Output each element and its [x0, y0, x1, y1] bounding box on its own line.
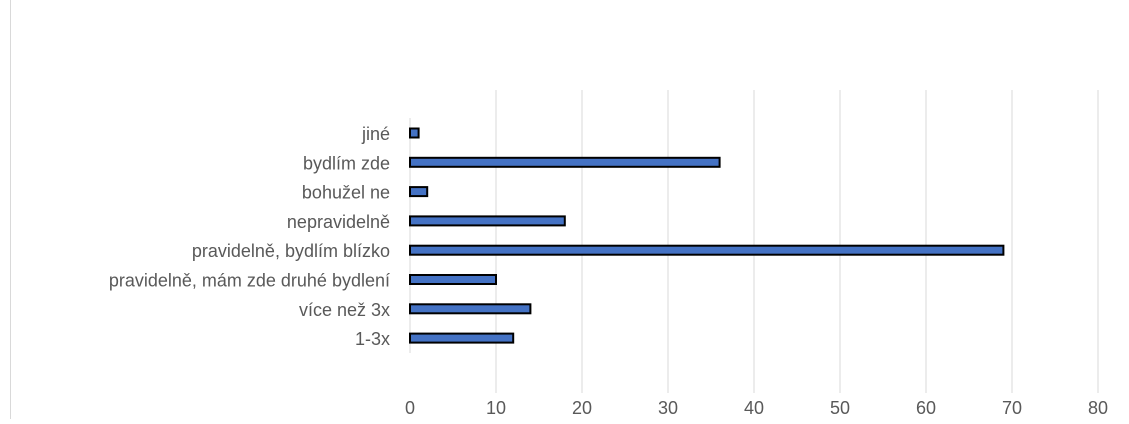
bar: [409, 186, 429, 198]
category-labels: 1-3x více než 3x pravidelně, mám zde druhé…: [109, 124, 390, 349]
category-label: nepravidelně: [287, 212, 390, 232]
bars: [409, 127, 1005, 344]
bar: [409, 127, 420, 139]
x-tick-label: 80: [1088, 398, 1108, 418]
x-tick-label: 20: [572, 398, 592, 418]
category-label: bydlím zde: [303, 153, 390, 173]
x-tick-label: 0: [405, 398, 415, 418]
gridlines: [409, 90, 1099, 393]
category-label: pravidelně, bydlím blízko: [192, 241, 390, 261]
bar: [409, 303, 532, 315]
category-label: pravidelně, mám zde druhé bydlení: [109, 271, 390, 291]
bar: [409, 274, 497, 285]
bar: [409, 156, 721, 168]
x-axis-ticks: 0 10 20 30 40 50 60 70 80: [405, 398, 1108, 418]
x-tick-label: 50: [830, 398, 850, 418]
x-tick-label: 40: [744, 398, 764, 418]
bar: [409, 332, 515, 344]
x-tick-label: 60: [916, 398, 936, 418]
category-label: jiné: [361, 124, 390, 144]
x-tick-label: 70: [1002, 398, 1022, 418]
bar: [409, 215, 566, 227]
category-label: 1-3x: [355, 329, 390, 349]
bar: [409, 244, 1005, 256]
x-tick-label: 30: [658, 398, 678, 418]
x-tick-label: 10: [486, 398, 506, 418]
category-label: bohužel ne: [302, 183, 390, 203]
category-label: více než 3x: [299, 300, 390, 320]
